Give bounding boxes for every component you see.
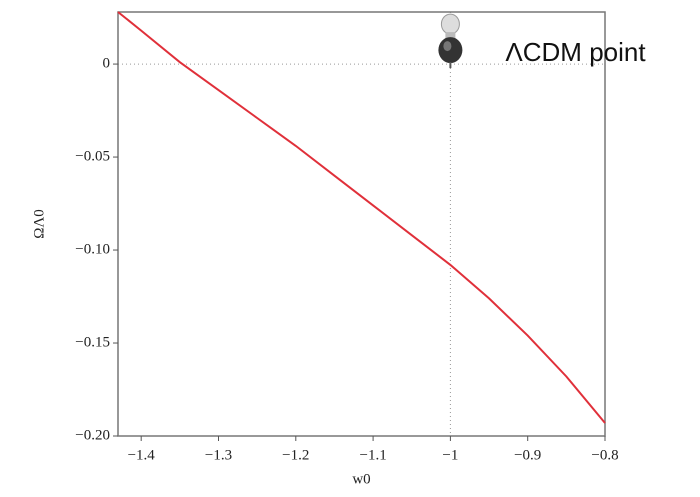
x-tick-label: −1.4	[128, 447, 156, 463]
pin-icon	[438, 13, 463, 69]
x-tick-label: −1.2	[282, 447, 309, 463]
y-tick-label: −0.20	[75, 427, 110, 443]
annotation: ΛCDM point	[505, 37, 646, 67]
x-tick-label: −0.8	[591, 447, 618, 463]
y-tick-label: −0.05	[75, 148, 110, 164]
x-axis-label: w0	[352, 471, 370, 487]
x-tick-label: −1.3	[205, 447, 232, 463]
x-tick-label: −0.9	[514, 447, 541, 463]
y-tick-label: −0.15	[75, 334, 110, 350]
y-tick-label: −0.10	[75, 241, 110, 257]
y-tick-label: 0	[103, 56, 111, 72]
x-tick-label: −1.1	[359, 447, 386, 463]
plot-frame	[117, 11, 606, 437]
x-tick-label: −1	[442, 447, 458, 463]
data-line	[117, 11, 606, 424]
y-axis-label: ΩΛ0	[31, 209, 47, 239]
